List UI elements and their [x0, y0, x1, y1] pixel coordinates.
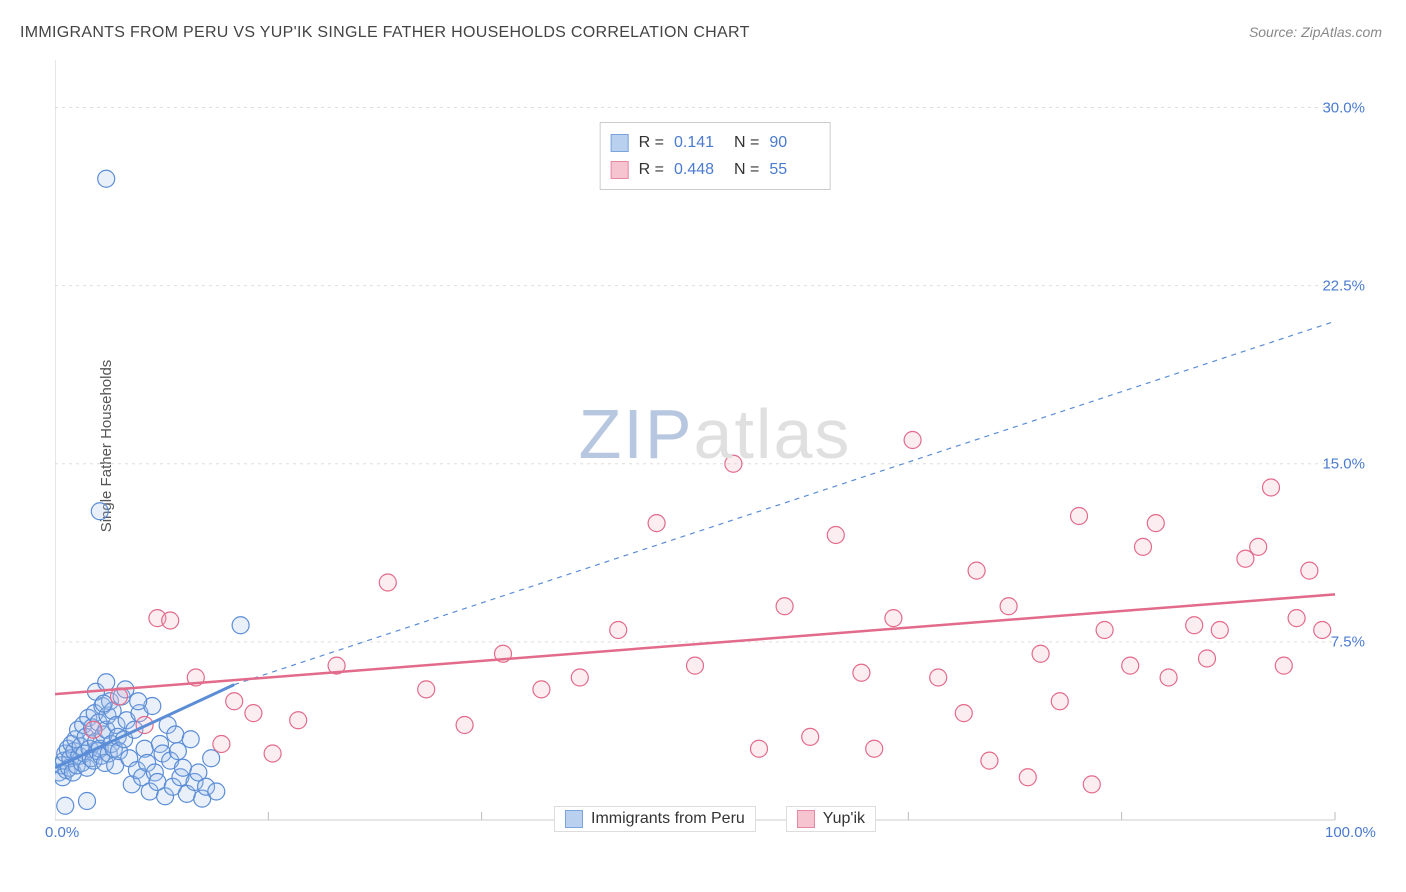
chart-area: ZIPatlas R =0.141N =90R =0.448N =55 Immi…	[55, 60, 1375, 840]
source-label: Source: ZipAtlas.com	[1249, 24, 1382, 40]
y-tick-label: 30.0%	[1322, 99, 1365, 116]
x-tick-label: 0.0%	[45, 824, 79, 841]
y-tick-label: 7.5%	[1331, 633, 1365, 650]
chart-container: IMMIGRANTS FROM PERU VS YUP'IK SINGLE FA…	[0, 0, 1406, 892]
legend-series-item: Immigrants from Peru	[554, 806, 756, 832]
chart-title: IMMIGRANTS FROM PERU VS YUP'IK SINGLE FA…	[20, 24, 750, 42]
y-tick-label: 22.5%	[1322, 277, 1365, 294]
legend-series: Immigrants from Peru Yup'ik	[554, 806, 876, 832]
r-value: 0.448	[674, 156, 724, 183]
y-tick-label: 15.0%	[1322, 455, 1365, 472]
legend-series-label: Immigrants from Peru	[591, 810, 745, 828]
r-value: 0.141	[674, 129, 724, 156]
x-tick-label: 100.0%	[1325, 824, 1376, 841]
n-label: N =	[734, 129, 759, 156]
n-value: 55	[769, 156, 819, 183]
legend-stat-row: R = 0.141 N = 90	[611, 129, 820, 156]
r-label: R =	[639, 129, 664, 156]
n-label: N =	[734, 156, 759, 183]
legend-swatch	[611, 161, 629, 179]
legend-stats: R = 0.141 N = 90 R = 0.448 N = 55	[600, 122, 831, 190]
n-value: 90	[769, 129, 819, 156]
r-label: R =	[639, 156, 664, 183]
legend-swatch	[611, 134, 629, 152]
legend-swatch	[565, 810, 583, 828]
legend-stat-row: R = 0.448 N = 55	[611, 156, 820, 183]
legend-series-item: Yup'ik	[786, 806, 876, 832]
legend-series-label: Yup'ik	[823, 810, 865, 828]
legend-swatch	[797, 810, 815, 828]
